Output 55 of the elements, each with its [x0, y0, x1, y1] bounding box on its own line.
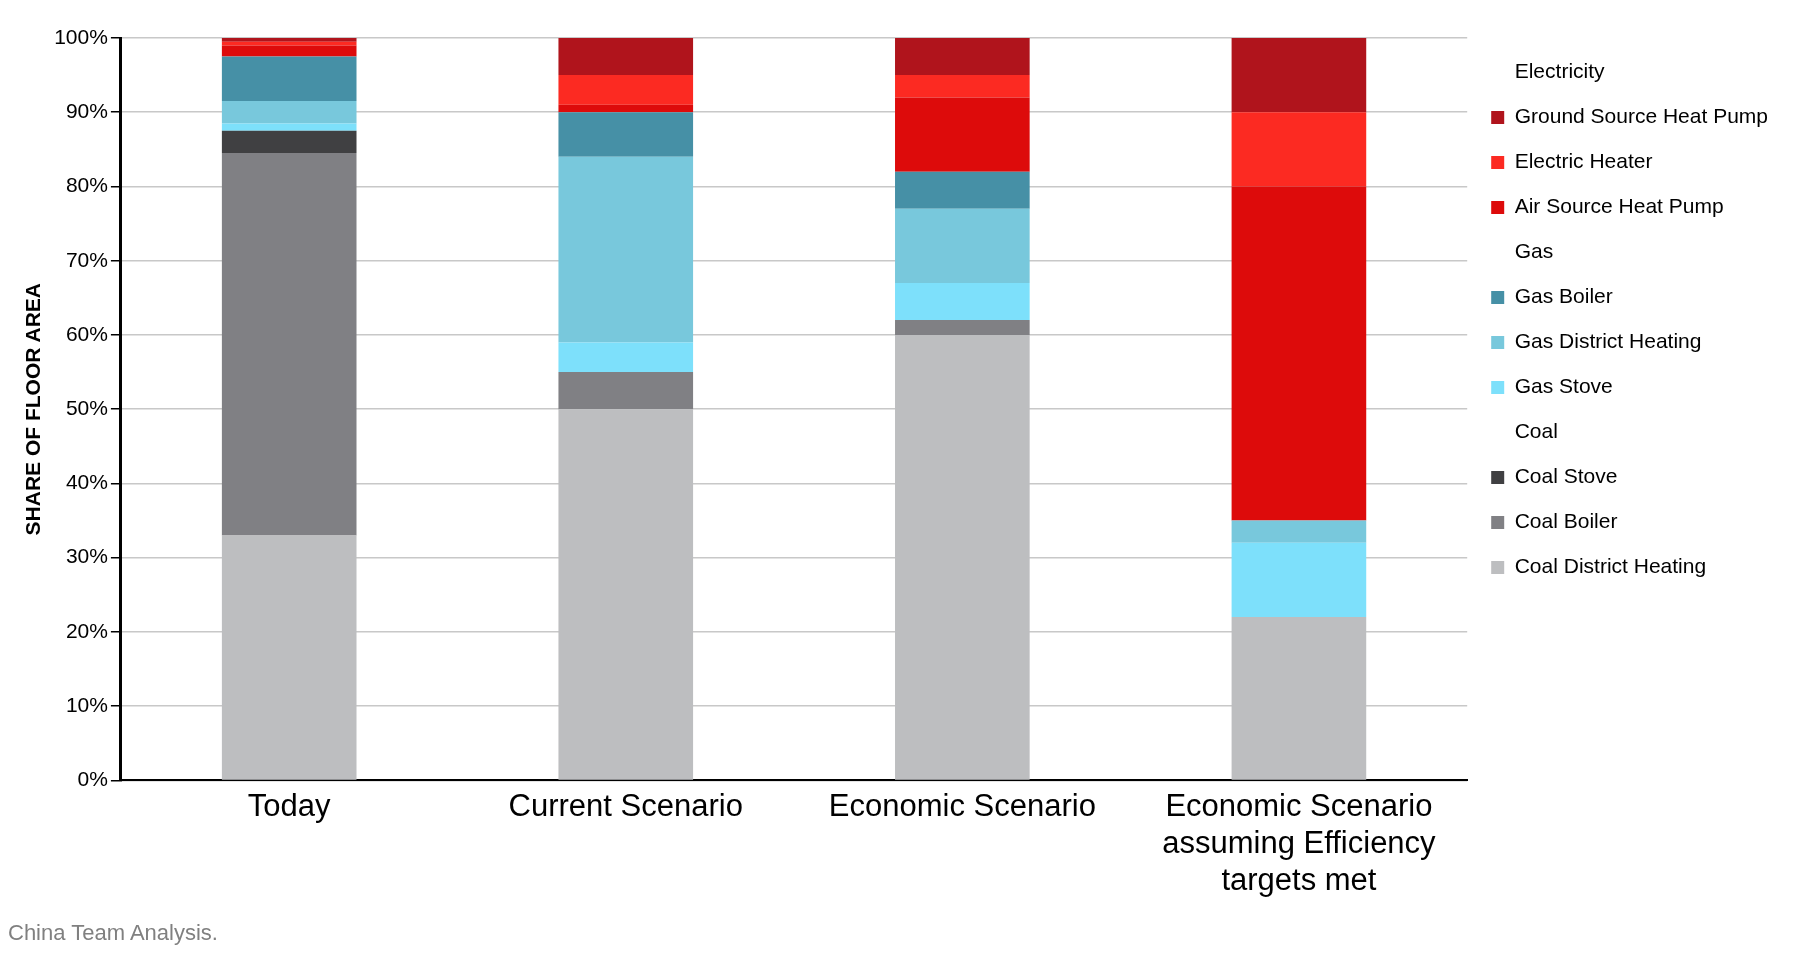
- bar: [558, 112, 694, 157]
- bar: [558, 372, 694, 410]
- bar: [895, 97, 1030, 172]
- bar: [558, 38, 694, 76]
- y-tick-label: 90%: [65, 99, 108, 123]
- bar: [558, 104, 694, 113]
- y-tick-label: 70%: [65, 247, 108, 271]
- bar: [895, 75, 1030, 98]
- bar: [895, 282, 1030, 321]
- legend-label: Gas District Heating: [1514, 329, 1702, 353]
- bar: [221, 45, 357, 57]
- bar: [221, 38, 357, 42]
- bar: [895, 208, 1030, 283]
- legend-label: Gas Boiler: [1514, 284, 1613, 308]
- bar: [558, 342, 694, 373]
- text: Coal: [1514, 419, 1558, 443]
- text: Electricity: [1514, 59, 1606, 83]
- x-tick-label: Economic Scenario assuming Efficiency targets met: [1162, 787, 1437, 897]
- bar: [1231, 520, 1367, 543]
- y-tick-label: 100%: [54, 24, 108, 48]
- bar: [895, 320, 1030, 335]
- bar: [221, 56, 357, 102]
- bar: [221, 130, 357, 154]
- bar: [221, 123, 357, 131]
- bar: [1231, 38, 1367, 113]
- text: Gas: [1514, 239, 1554, 263]
- legend-label: Coal District Heating: [1514, 554, 1707, 578]
- bar: [221, 153, 357, 536]
- legend-label: Coal Boiler: [1514, 509, 1618, 533]
- legend-label: Ground Source Heat Pump: [1514, 104, 1769, 128]
- text: China Team Analysis.: [8, 920, 219, 946]
- bar: [221, 101, 357, 124]
- x-tick-label: Today: [247, 787, 332, 823]
- y-tick-label: 30%: [65, 544, 108, 568]
- legend-label: Coal Stove: [1514, 464, 1618, 488]
- y-tick-label: 80%: [65, 173, 108, 197]
- bar: [1231, 186, 1367, 521]
- legend-label: Gas Stove: [1514, 374, 1613, 398]
- bar: [558, 75, 694, 105]
- bar: [1231, 542, 1367, 618]
- y-tick-label: 10%: [65, 692, 108, 716]
- y-tick-label: 40%: [65, 470, 108, 494]
- y-tick-label: 50%: [65, 396, 108, 419]
- y-tick-label: 20%: [65, 618, 108, 642]
- y-tick-label: 60%: [65, 321, 108, 345]
- bar: [895, 38, 1030, 76]
- y-axis-title: SHARE OF FLOOR AREA: [21, 283, 45, 536]
- legend-label: Air Source Heat Pump: [1514, 194, 1724, 218]
- bar: [1231, 112, 1367, 187]
- x-tick-label: Current Scenario: [508, 787, 743, 823]
- x-tick-label: Economic Scenario: [828, 787, 1096, 823]
- bar: [558, 156, 694, 343]
- bar: [895, 171, 1030, 209]
- y-tick-label: 0%: [77, 767, 108, 791]
- legend-label: Electric Heater: [1514, 149, 1653, 173]
